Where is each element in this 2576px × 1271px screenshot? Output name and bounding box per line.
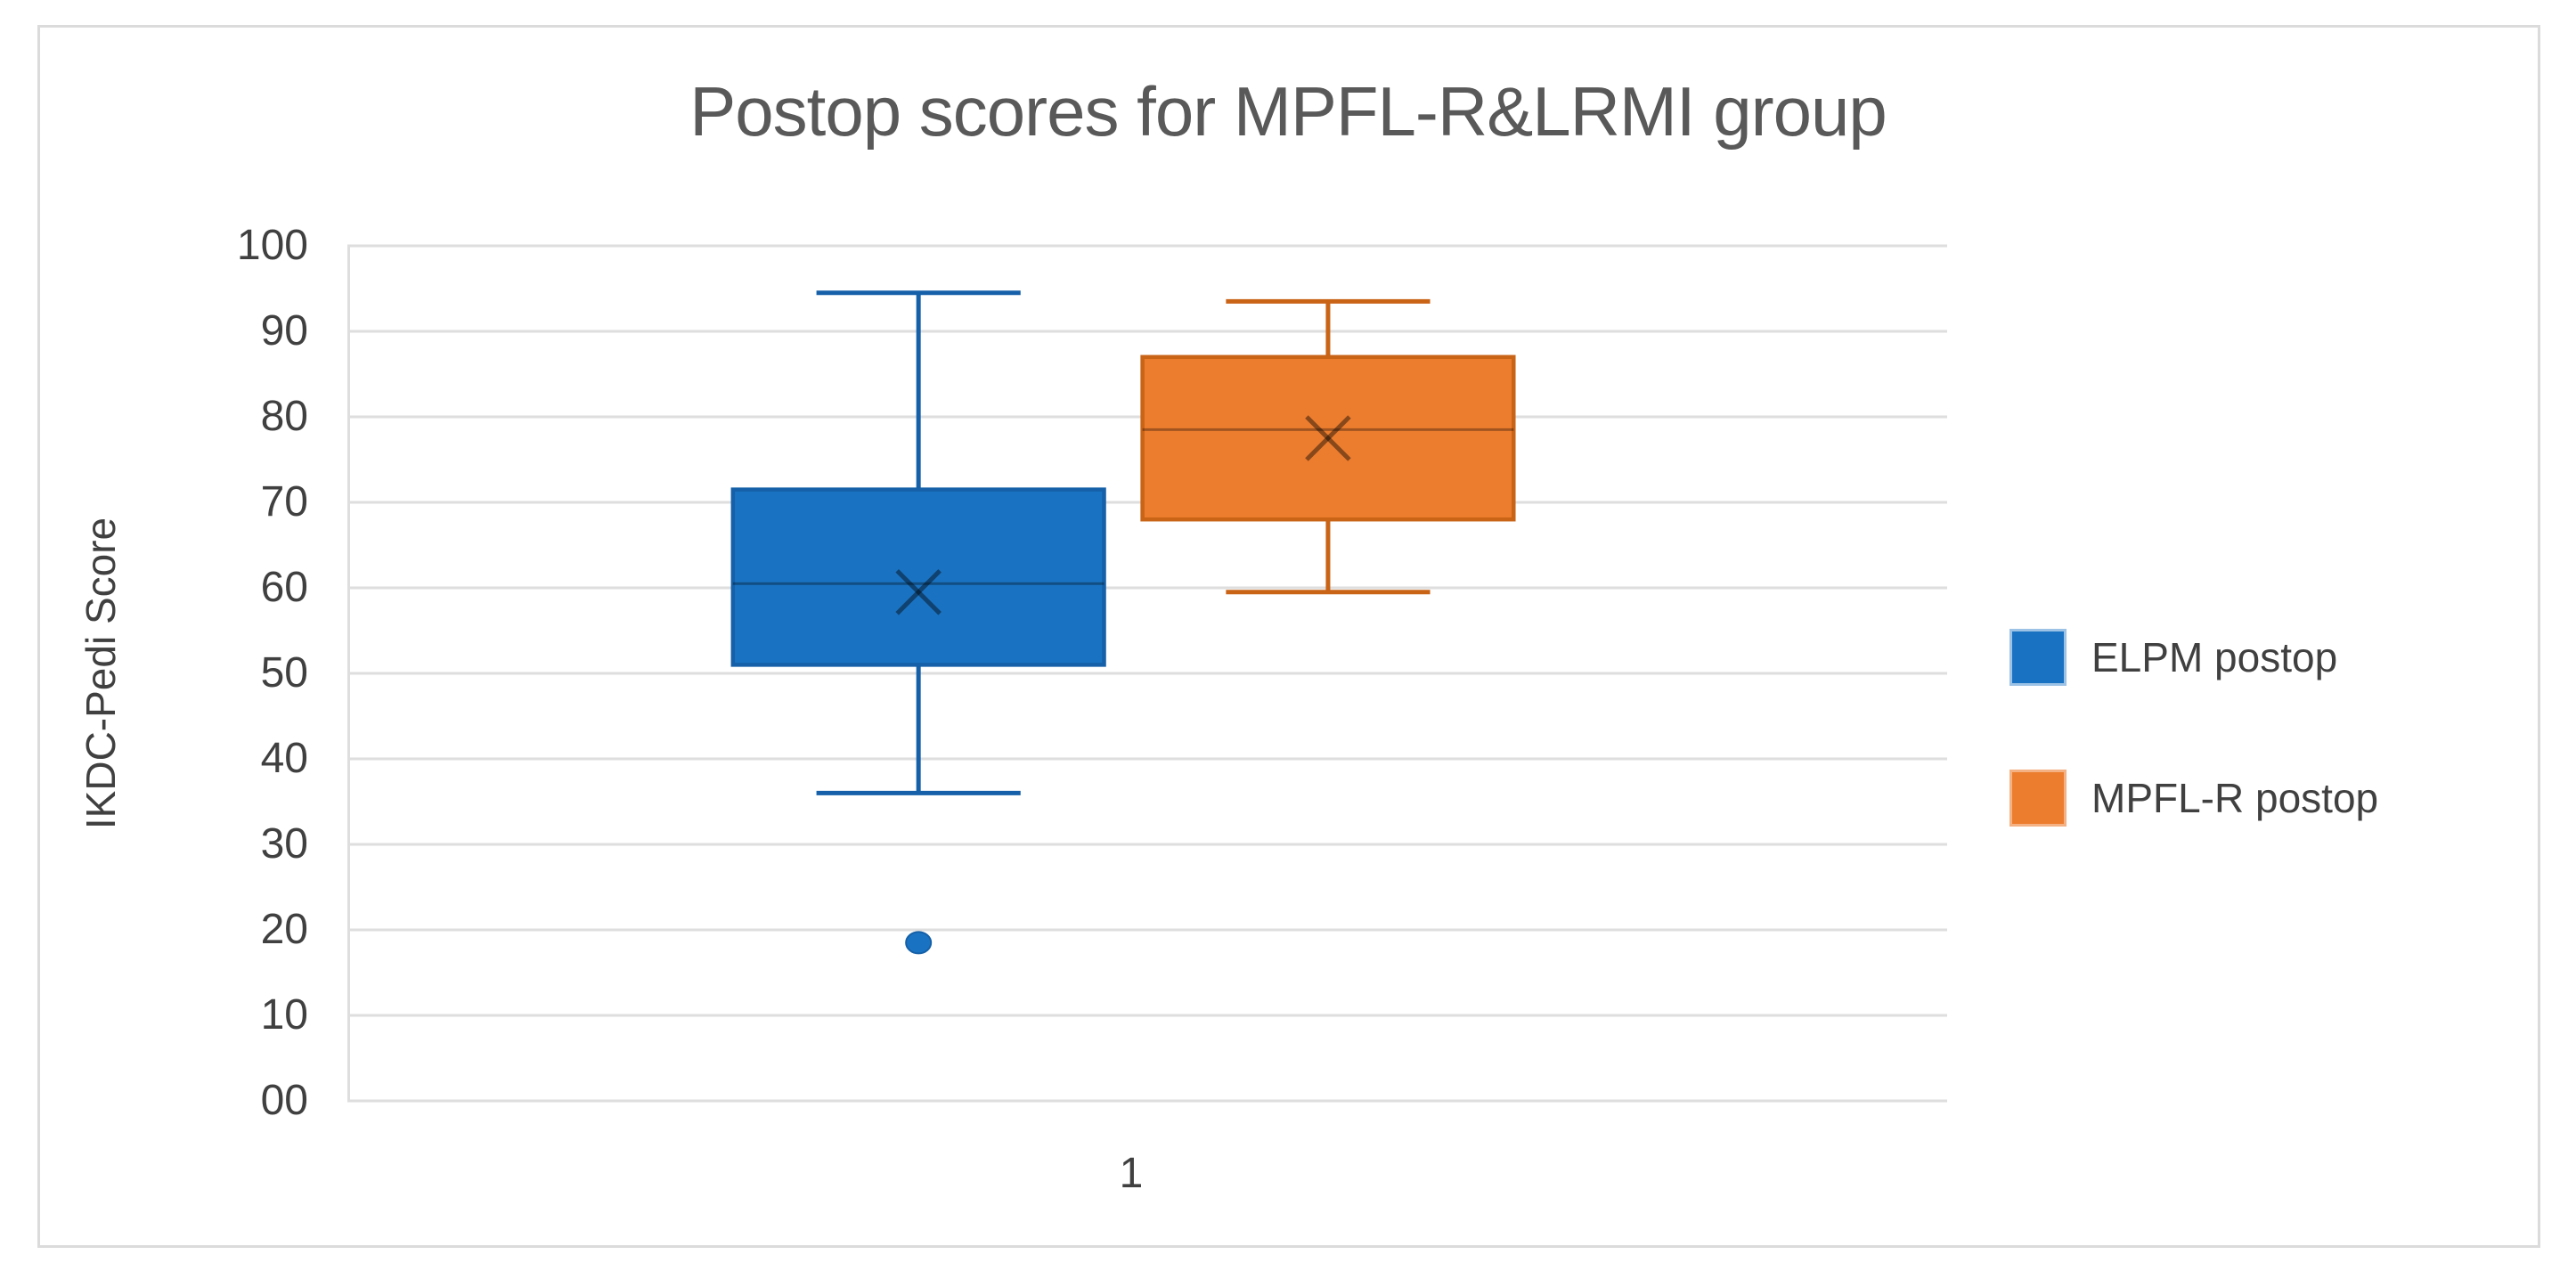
mean-x-stroke: [895, 569, 942, 615]
legend-label: ELPM postop: [2091, 634, 2338, 680]
y-tick-label: 50: [260, 649, 308, 697]
y-tick-label: 70: [260, 478, 308, 526]
outlier-point: [905, 931, 933, 955]
chart-outer-border: [37, 25, 2540, 1248]
y-tick-label: 00: [260, 1077, 308, 1124]
legend: ELPM postop MPFL-R postop: [2009, 622, 2378, 903]
y-tick-label: 30: [260, 820, 308, 868]
boxplot-mpfl-r-postop: [1140, 298, 1516, 595]
mean-x-stroke: [1305, 415, 1351, 461]
y-tick-label: 100: [236, 222, 308, 269]
y-tick-label: 90: [260, 307, 308, 354]
mean-x-stroke: [895, 569, 942, 615]
y-axis-title: IKDC-Pedi Score: [77, 517, 125, 830]
y-tick-label: 20: [260, 906, 308, 953]
iqr-box: [730, 487, 1106, 667]
mean-marker: [895, 569, 942, 615]
x-axis-tick-label: 1: [1119, 1150, 1144, 1197]
boxplot-svg: [347, 244, 1947, 1103]
legend-label: MPFL-R postop: [2091, 775, 2379, 821]
plot-area: [347, 244, 1947, 1103]
legend-swatch-icon: [2009, 770, 2067, 827]
mean-marker: [1305, 415, 1351, 461]
mean-x-stroke: [1305, 415, 1351, 461]
boxplot-elpm-postop: [730, 290, 1106, 955]
legend-item-mpfl-r-postop: MPFL-R postop: [2009, 762, 2378, 834]
legend-swatch-icon: [2009, 629, 2067, 686]
y-tick-label: 40: [260, 735, 308, 782]
y-tick-label: 60: [260, 564, 308, 611]
chart-title: Postop scores for MPFL-R&LRMI group: [689, 72, 1887, 151]
iqr-box: [1140, 354, 1516, 522]
legend-item-elpm-postop: ELPM postop: [2009, 622, 2378, 693]
y-tick-label: 80: [260, 393, 308, 440]
y-tick-label: 10: [260, 991, 308, 1039]
